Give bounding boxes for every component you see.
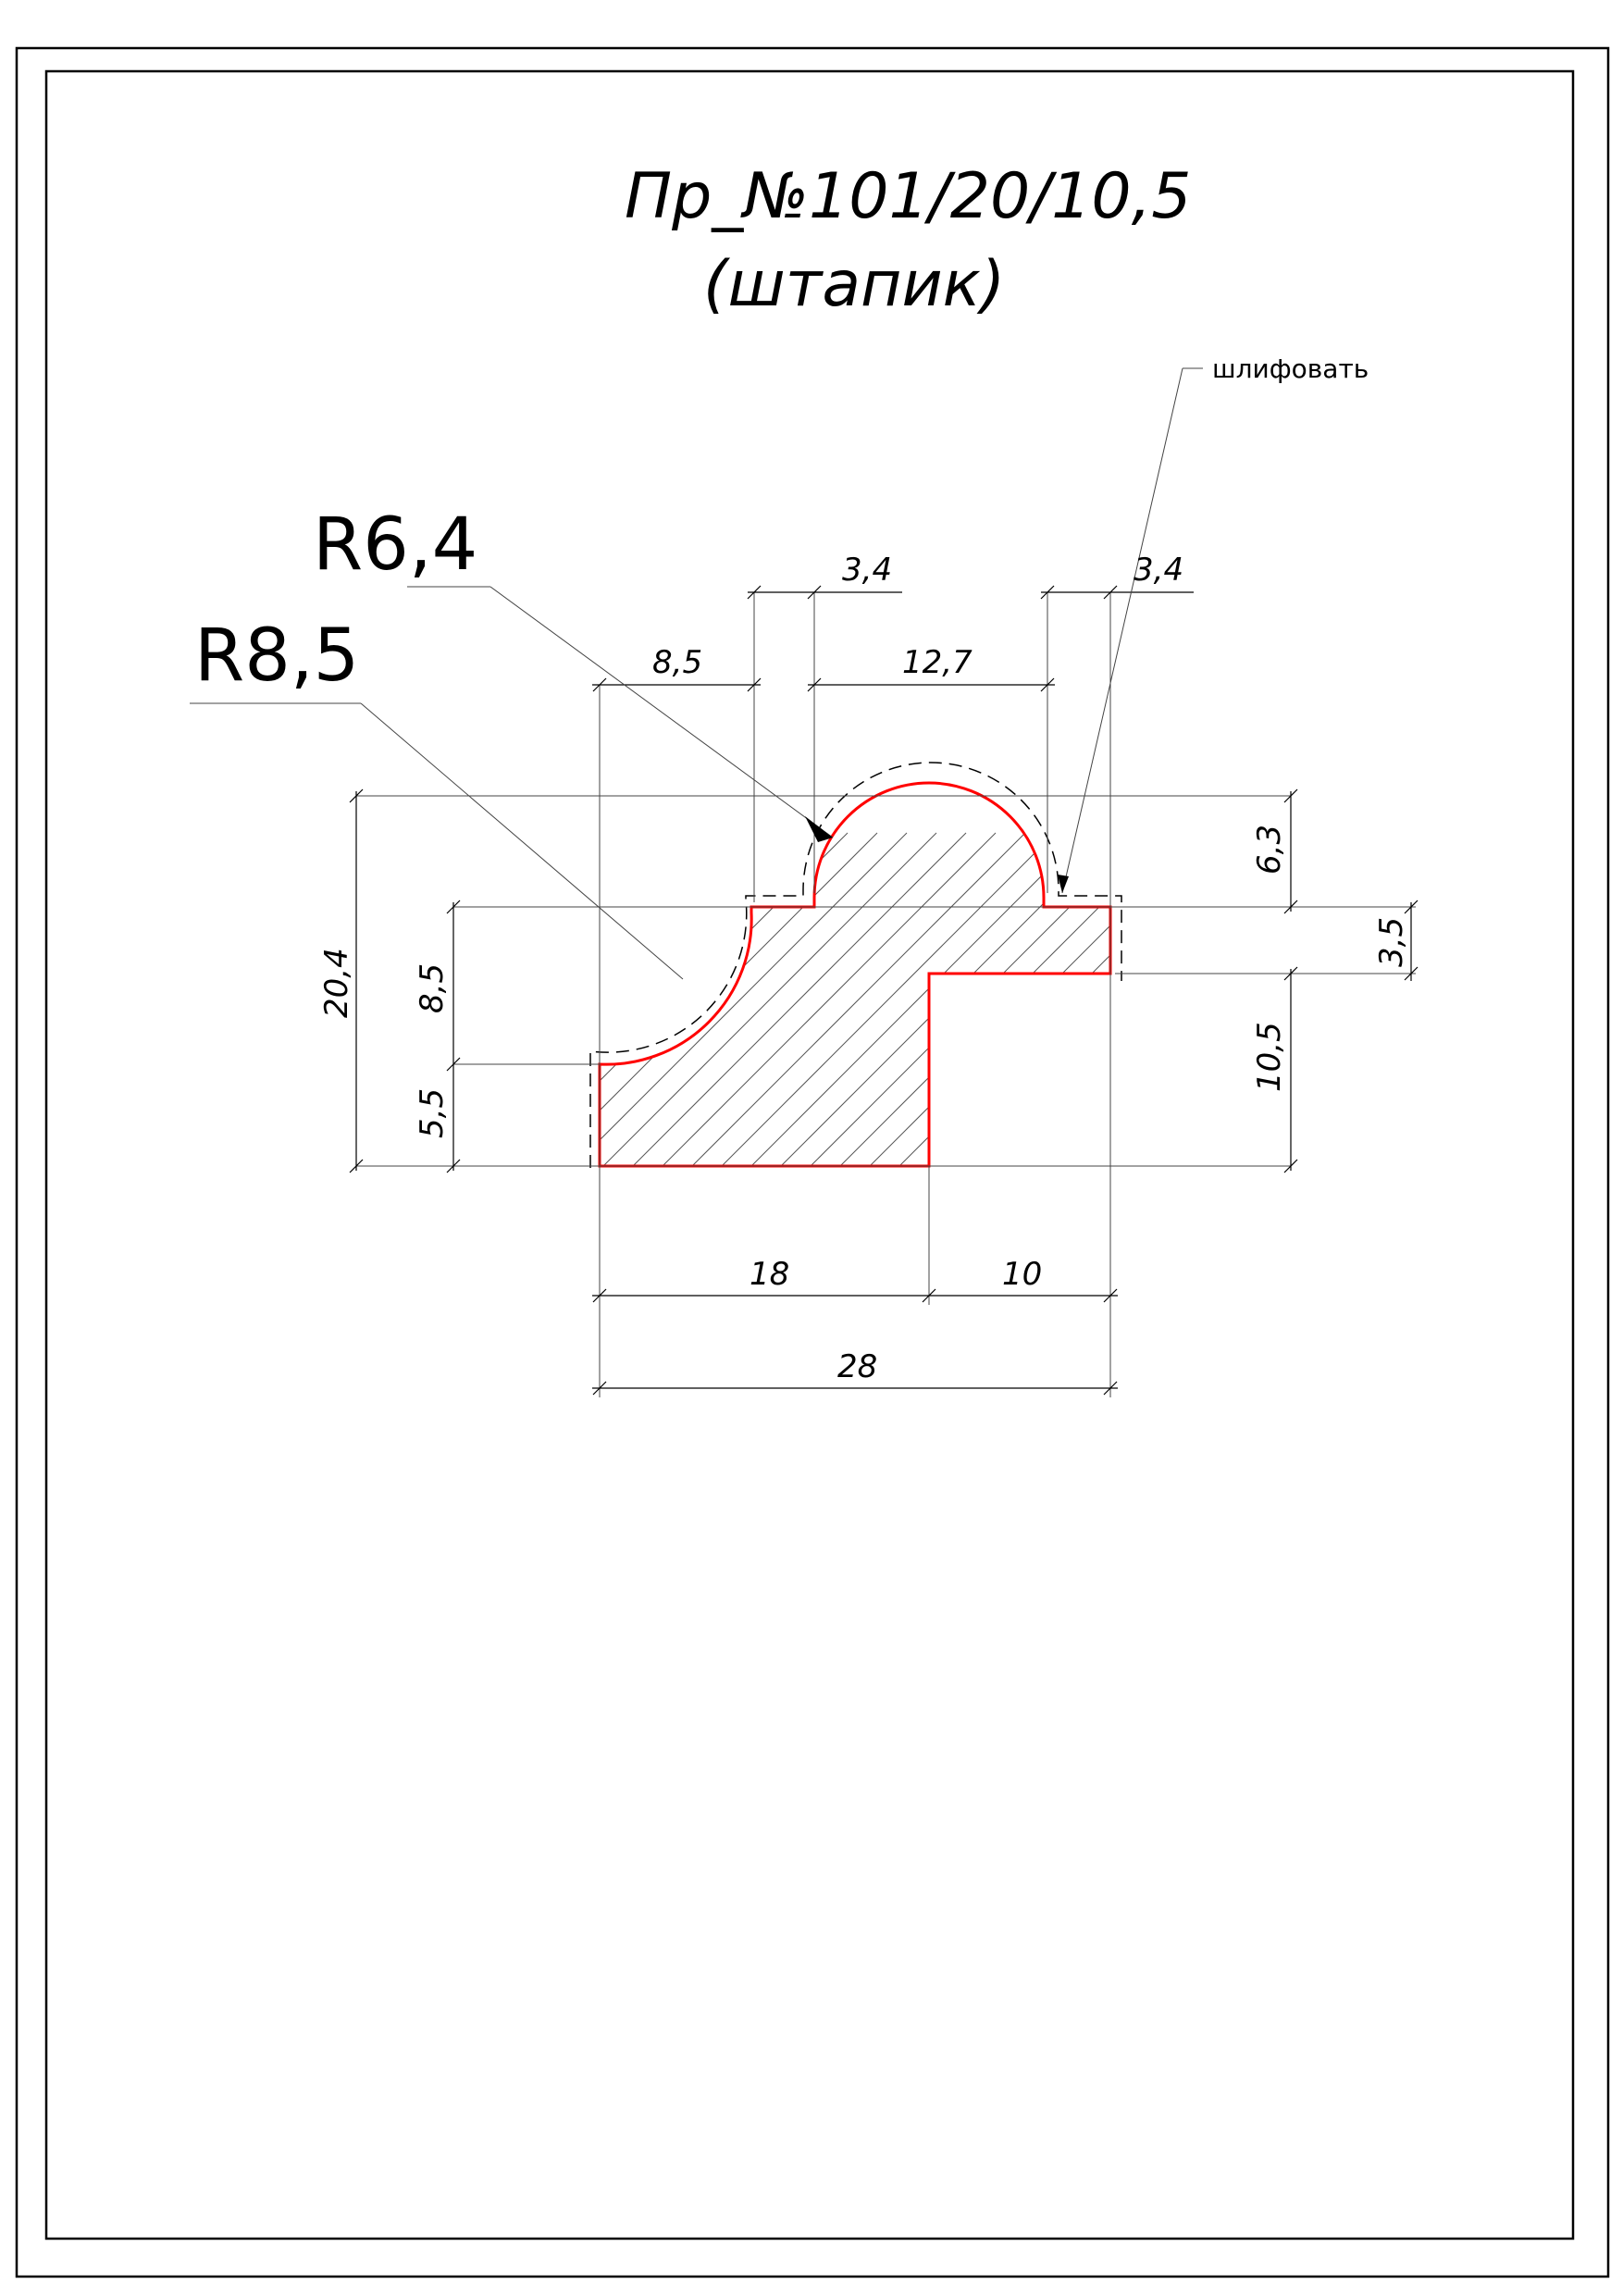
hatch-line	[921, 832, 1110, 1166]
hatch-line	[600, 832, 760, 1166]
hatch-line	[891, 832, 1110, 1166]
outer-frame	[15, 46, 1610, 2278]
hatch-line	[600, 832, 937, 1166]
hatch-line	[93, 833, 463, 1203]
dimension-lines	[355, 591, 1412, 1389]
hatch-line	[1010, 832, 1110, 1166]
profile-outline	[598, 781, 1112, 1168]
note-arrow-icon	[1058, 875, 1069, 893]
hatch-line	[1069, 832, 1110, 1166]
hatch-line	[625, 832, 997, 1166]
dim-rebate-height: 10,5	[1251, 1022, 1288, 1092]
hatch-line	[802, 832, 1110, 1166]
radius-small-label: R6,4	[313, 503, 477, 587]
drawing-subtitle: (штапик)	[703, 248, 1005, 321]
dim-bead-height: 6,3	[1251, 825, 1288, 875]
finish-note: шлифовать	[1212, 354, 1369, 384]
hatch-line	[600, 832, 789, 1166]
drawing-title: Пр_№101/20/10,5	[625, 160, 1192, 233]
inner-frame	[44, 69, 1575, 2240]
dimension-ticks	[349, 585, 1419, 1396]
hatch-line	[122, 833, 492, 1203]
radius-large-label: R8,5	[194, 614, 359, 698]
dim-overall-height: 20,4	[318, 948, 355, 1018]
hatch-line	[980, 832, 1110, 1166]
dim-bottom-right-width: 10	[1002, 1256, 1042, 1293]
hatch-line	[713, 832, 1085, 1166]
hatch-line	[684, 832, 1056, 1166]
hatch-line	[600, 832, 967, 1166]
hatch-line	[600, 832, 878, 1166]
hatch-line	[1098, 832, 1110, 1166]
hatch-line	[950, 832, 1110, 1166]
radius-leaders	[190, 367, 1203, 980]
dim-bottom-left-width: 18	[750, 1256, 789, 1293]
dim-overall-width: 28	[837, 1348, 877, 1385]
hatch-line	[1039, 832, 1110, 1166]
hatch-line	[211, 833, 581, 1203]
dim-bead-width: 12,7	[902, 644, 973, 681]
hatch-line	[600, 832, 700, 1166]
section-hatching	[93, 832, 1110, 1203]
hatch-line	[654, 832, 1026, 1166]
hatch-line	[773, 832, 1110, 1166]
dim-left-step-height: 8,5	[414, 963, 451, 1013]
hatch-line	[600, 832, 730, 1166]
dim-shoulder-height: 3,5	[1373, 917, 1410, 967]
hatch-line	[600, 832, 908, 1166]
dim-top-left-width: 8,5	[652, 644, 702, 681]
radius-arrow-icon	[805, 816, 833, 842]
dim-left-base-height: 5,5	[414, 1088, 451, 1138]
hatch-line	[600, 832, 849, 1166]
hatch-line	[600, 832, 819, 1166]
extension-lines	[356, 592, 1416, 1397]
dim-left-fillet-width: 3,4	[842, 552, 892, 589]
hatch-line	[600, 832, 612, 1166]
machining-allowance-outline	[589, 762, 1122, 1168]
hatch-line	[600, 832, 671, 1166]
hatch-line	[832, 832, 1110, 1166]
dim-right-fillet-width: 3,4	[1134, 552, 1183, 589]
hatch-line	[181, 833, 551, 1203]
